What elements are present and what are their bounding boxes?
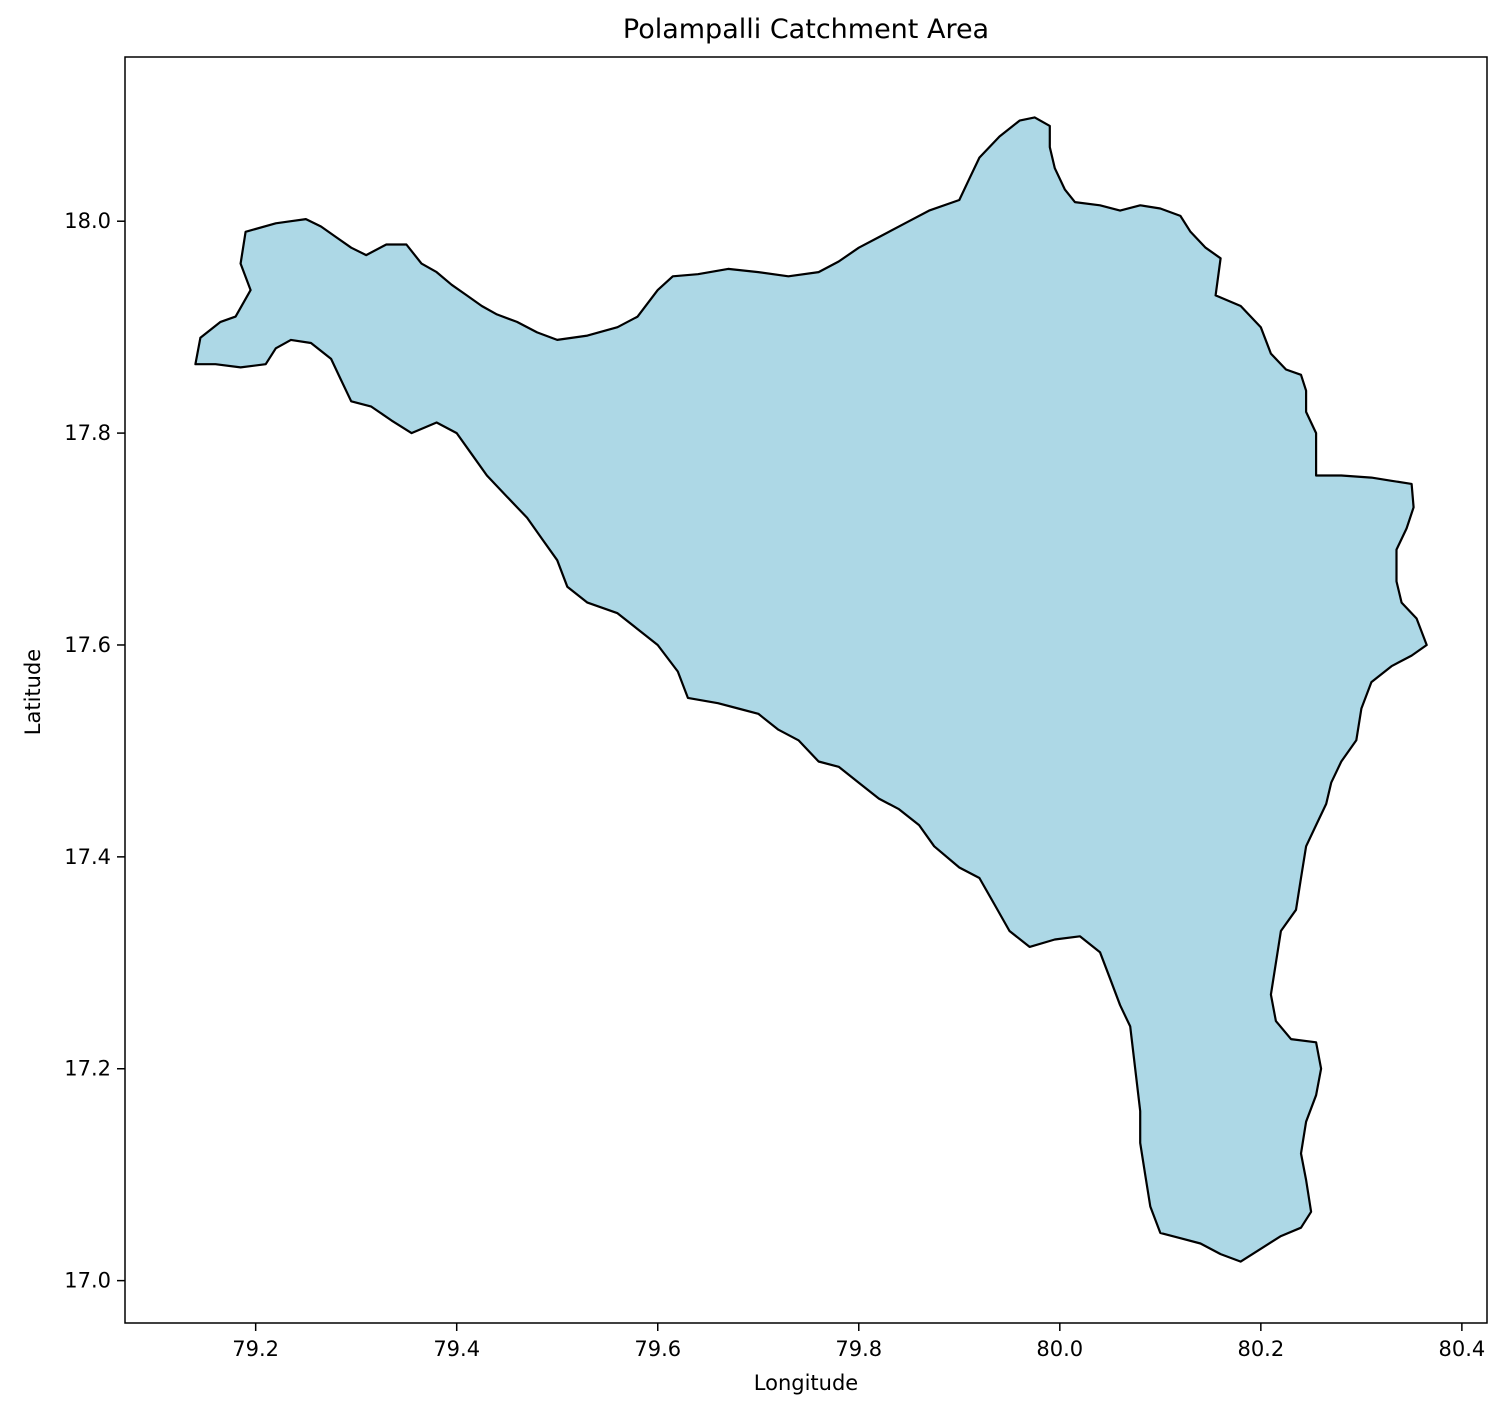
x-tick-label: 80.2 xyxy=(1237,1337,1284,1361)
y-tick-label: 17.8 xyxy=(64,421,111,445)
y-tick-label: 18.0 xyxy=(64,209,111,233)
x-tick-label: 79.8 xyxy=(835,1337,882,1361)
y-tick-label: 17.4 xyxy=(64,845,111,869)
y-tick-label: 17.2 xyxy=(64,1057,111,1081)
y-axis: 17.0 17.2 17.4 17.6 17.8 18.0 xyxy=(64,209,125,1293)
x-axis: 79.2 79.4 79.6 79.8 80.0 80.2 80.4 xyxy=(232,1323,1485,1361)
x-tick-label: 79.6 xyxy=(634,1337,681,1361)
x-tick-label: 80.0 xyxy=(1036,1337,1083,1361)
chart-title: Polampalli Catchment Area xyxy=(622,14,990,45)
x-tick-label: 80.4 xyxy=(1438,1337,1485,1361)
x-axis-label: Longitude xyxy=(753,1371,859,1395)
y-tick-label: 17.6 xyxy=(64,633,111,657)
axes-frame xyxy=(124,56,1488,1324)
plot-area xyxy=(124,56,1488,1324)
x-tick-label: 79.2 xyxy=(232,1337,279,1361)
x-tick-label: 79.4 xyxy=(433,1337,480,1361)
y-axis-label: Latitude xyxy=(21,648,45,736)
y-tick-label: 17.0 xyxy=(64,1269,111,1293)
catchment-boundary xyxy=(194,116,1428,1263)
